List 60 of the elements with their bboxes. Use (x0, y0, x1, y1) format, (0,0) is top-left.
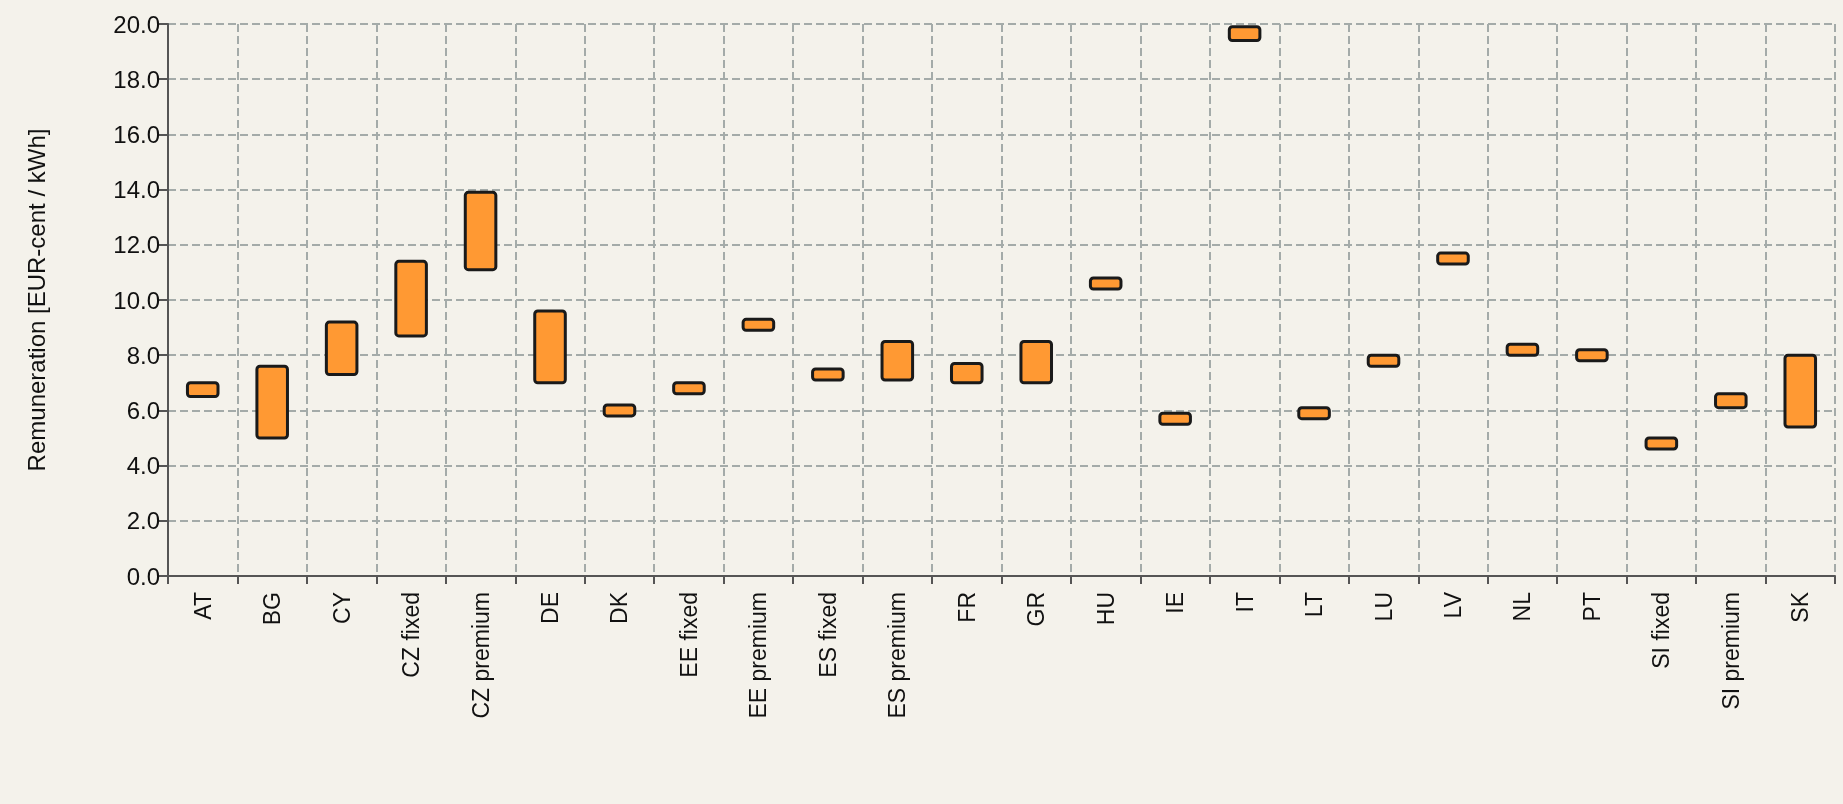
x-tick-label: CZ fixed (398, 592, 425, 678)
x-tick-label: BG (259, 592, 286, 626)
y-tick-label: 20.0 (113, 10, 160, 38)
bar (185, 381, 220, 399)
bar (394, 259, 428, 338)
x-tick-label: ES fixed (814, 592, 841, 678)
bar (1714, 392, 1748, 410)
bar (1783, 353, 1818, 429)
y-tick-label: 6.0 (126, 396, 160, 424)
x-tick-label: CZ premium (467, 592, 494, 719)
x-tick-label: DK (606, 591, 633, 624)
bar (811, 367, 845, 382)
bar (949, 361, 984, 385)
bar (602, 403, 637, 418)
y-tick-label: 12.0 (113, 231, 160, 259)
y-tick-label: 0.0 (126, 562, 160, 590)
x-tick-label: SI fixed (1648, 592, 1675, 669)
bar (1575, 348, 1609, 363)
bar (1088, 276, 1123, 291)
y-tick-label: 10.0 (113, 286, 160, 314)
bar (255, 364, 289, 440)
x-tick-label: IE (1162, 592, 1189, 614)
bar (463, 190, 498, 272)
x-tick-label: HU (1092, 592, 1119, 626)
y-tick-label: 16.0 (113, 120, 160, 148)
bar (1019, 339, 1054, 385)
x-tick-label: EE premium (745, 592, 772, 719)
y-axis-title: Remuneration [EUR-cent / kWh] (22, 128, 50, 472)
y-tick-label: 4.0 (126, 452, 160, 480)
x-tick-label: SI premium (1717, 592, 1744, 710)
x-tick-label: AT (189, 592, 216, 620)
bar (1366, 353, 1401, 368)
bar (533, 309, 567, 385)
x-tick-label: GR (1023, 592, 1050, 627)
x-tick-label: CY (328, 592, 355, 624)
y-tick-label: 18.0 (113, 65, 160, 93)
x-tick-label: SK (1787, 591, 1814, 623)
x-tick-label: LT (1301, 592, 1328, 618)
bar (1297, 406, 1331, 421)
bar (1227, 25, 1262, 43)
x-tick-label: DE (537, 592, 564, 624)
bar (1436, 251, 1470, 266)
bar (1644, 436, 1679, 451)
bar (880, 339, 915, 382)
y-tick-label: 8.0 (126, 341, 160, 369)
x-tick-label: LU (1370, 592, 1397, 622)
bar (1505, 342, 1540, 357)
x-tick-label: NL (1509, 591, 1536, 622)
x-tick-label: FR (953, 592, 980, 623)
bar (741, 317, 776, 332)
bar (1158, 411, 1192, 426)
bar (324, 320, 359, 377)
x-tick-label: ES premium (884, 592, 911, 719)
y-tick-label: 14.0 (113, 176, 160, 204)
x-tick-label: IT (1231, 592, 1258, 613)
bar (672, 381, 706, 396)
x-tick-label: PT (1578, 592, 1605, 622)
x-tick-label: LV (1439, 591, 1466, 619)
y-tick-label: 2.0 (126, 507, 160, 535)
x-tick-label: EE fixed (675, 592, 702, 678)
